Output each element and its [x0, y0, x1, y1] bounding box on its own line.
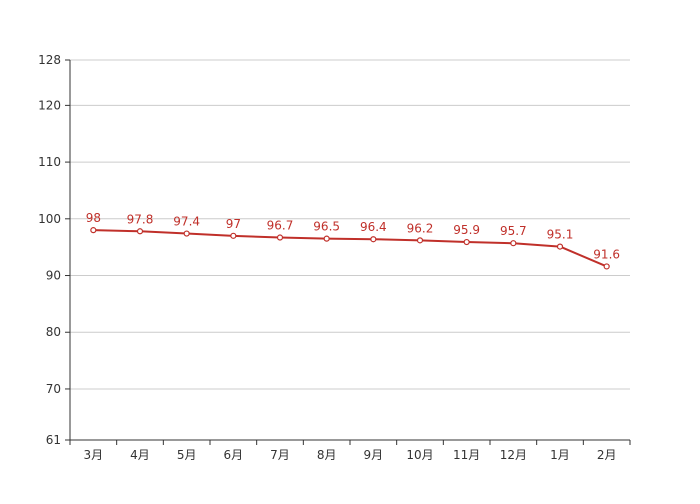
data-point [556, 243, 564, 250]
data-point [416, 237, 424, 244]
y-tick-label: 90 [46, 269, 61, 283]
x-tick-label: 8月 [317, 448, 337, 462]
data-label: 95.9 [453, 223, 480, 237]
y-tick-label: 70 [46, 382, 61, 396]
x-tick-label: 3月 [84, 448, 104, 462]
data-label: 97 [226, 217, 241, 231]
y-tick-label: 110 [38, 155, 61, 169]
data-label: 96.7 [267, 219, 294, 233]
data-label: 96.5 [313, 220, 340, 234]
data-label: 97.8 [127, 212, 154, 226]
x-tick-label: 9月 [364, 448, 384, 462]
data-point [183, 230, 190, 237]
y-axis-ticks: 61 70 80 90 100 110 120 128 [38, 53, 70, 447]
grid-lines [70, 59, 630, 390]
data-labels: 98 97.8 97.4 97 96.7 96.5 96.4 96.2 95.9 95.7 95.1… [86, 211, 620, 261]
data-point [323, 235, 330, 242]
data-label: 97.4 [173, 215, 200, 229]
x-tick-label: 11月 [453, 448, 480, 462]
y-tick-label: 100 [38, 212, 61, 226]
y-tick-label: 80 [46, 325, 61, 339]
x-tick-label: 6月 [224, 448, 244, 462]
data-label: 95.1 [547, 228, 574, 242]
data-point [276, 234, 284, 241]
data-point [603, 263, 610, 270]
series-line [93, 229, 608, 268]
data-label: 91.6 [593, 247, 620, 261]
data-label: 98 [86, 211, 101, 225]
data-point [230, 232, 237, 239]
x-axis-ticks: 3月 4月 5月 6月 7月 8月 9月 10月 11月 12月 1月 2月 [69, 440, 631, 462]
y-tick-label: 128 [38, 53, 61, 67]
data-point [136, 228, 144, 235]
data-label: 96.4 [360, 220, 387, 234]
x-tick-label: 12月 [500, 448, 527, 462]
data-label: 96.2 [407, 221, 434, 235]
series [93, 229, 608, 268]
x-tick-label: 4月 [130, 448, 150, 462]
data-point [510, 240, 517, 247]
data-label: 95.7 [500, 224, 527, 238]
y-tick-label: 61 [46, 433, 61, 447]
data-point [463, 238, 470, 246]
data-points [90, 227, 610, 270]
y-tick-label: 120 [38, 98, 61, 112]
x-tick-label: 7月 [270, 448, 290, 462]
x-tick-label: 10月 [406, 448, 433, 462]
x-tick-label: 2月 [597, 448, 617, 462]
x-tick-label: 1月 [550, 448, 570, 462]
x-tick-label: 5月 [177, 448, 197, 462]
axes [69, 60, 630, 441]
data-point [370, 236, 377, 243]
data-point [90, 227, 97, 234]
